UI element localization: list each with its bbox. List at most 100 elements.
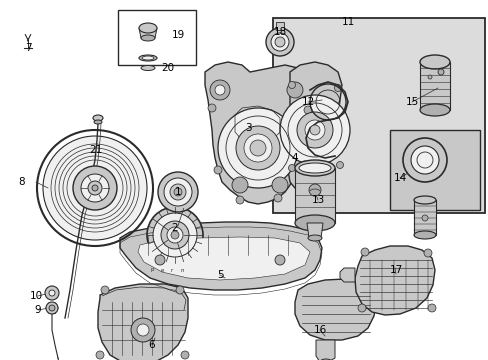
Text: 19: 19: [171, 30, 184, 40]
Text: p: p: [150, 267, 153, 273]
Text: 3: 3: [244, 123, 251, 133]
Ellipse shape: [419, 55, 449, 69]
Circle shape: [155, 255, 164, 265]
Text: 1: 1: [174, 187, 181, 197]
Ellipse shape: [294, 215, 334, 231]
Circle shape: [209, 80, 229, 100]
Text: 7: 7: [24, 43, 31, 53]
Circle shape: [427, 304, 435, 312]
Circle shape: [215, 85, 224, 95]
Circle shape: [236, 196, 244, 204]
Circle shape: [236, 126, 280, 170]
Polygon shape: [354, 246, 434, 315]
Polygon shape: [139, 28, 157, 38]
Circle shape: [207, 104, 216, 112]
Text: r: r: [170, 267, 173, 273]
Circle shape: [153, 213, 197, 257]
Circle shape: [43, 136, 147, 240]
Ellipse shape: [319, 359, 331, 360]
Polygon shape: [306, 223, 323, 238]
Ellipse shape: [419, 104, 449, 116]
Ellipse shape: [141, 66, 155, 71]
Text: 13: 13: [311, 195, 324, 205]
Circle shape: [137, 324, 149, 336]
Circle shape: [274, 37, 285, 47]
Circle shape: [308, 184, 320, 196]
Circle shape: [421, 215, 427, 221]
Text: 6: 6: [148, 340, 155, 350]
Text: 14: 14: [392, 173, 406, 183]
Ellipse shape: [294, 160, 334, 176]
Circle shape: [360, 248, 368, 256]
Text: 2: 2: [171, 223, 178, 233]
Circle shape: [280, 95, 349, 165]
Ellipse shape: [413, 231, 435, 239]
Ellipse shape: [142, 56, 154, 60]
Circle shape: [176, 286, 183, 294]
Ellipse shape: [93, 115, 103, 121]
Circle shape: [437, 69, 443, 75]
Circle shape: [271, 177, 287, 193]
Text: n: n: [180, 267, 183, 273]
Circle shape: [427, 75, 431, 79]
Circle shape: [274, 255, 285, 265]
Circle shape: [296, 112, 332, 148]
Polygon shape: [339, 268, 354, 282]
Polygon shape: [294, 168, 334, 223]
Text: e: e: [160, 267, 163, 273]
Circle shape: [357, 304, 365, 312]
Circle shape: [161, 221, 189, 249]
Text: 9: 9: [35, 305, 41, 315]
Circle shape: [218, 108, 297, 188]
Ellipse shape: [86, 170, 94, 175]
Text: 5: 5: [216, 270, 223, 280]
Circle shape: [334, 85, 341, 91]
Circle shape: [244, 134, 271, 162]
Text: 20: 20: [161, 63, 174, 73]
Circle shape: [304, 106, 311, 114]
Circle shape: [423, 249, 431, 257]
Circle shape: [270, 33, 288, 51]
Text: 12: 12: [301, 97, 314, 107]
Bar: [275, 22, 284, 30]
Circle shape: [167, 227, 183, 243]
Text: 11: 11: [341, 17, 354, 27]
Circle shape: [265, 28, 293, 56]
Polygon shape: [204, 62, 311, 204]
Circle shape: [181, 351, 189, 359]
Ellipse shape: [139, 55, 157, 61]
Circle shape: [288, 81, 295, 89]
Text: 17: 17: [388, 265, 402, 275]
Circle shape: [45, 286, 59, 300]
Text: 21: 21: [89, 145, 102, 155]
Polygon shape: [413, 200, 435, 235]
Circle shape: [171, 231, 179, 239]
Circle shape: [170, 184, 185, 200]
Text: 16: 16: [313, 325, 326, 335]
Circle shape: [286, 82, 303, 98]
Polygon shape: [138, 237, 309, 280]
Circle shape: [158, 172, 198, 212]
Circle shape: [249, 140, 265, 156]
Ellipse shape: [139, 23, 157, 33]
Bar: [118, 10, 196, 65]
Circle shape: [410, 146, 438, 174]
Bar: [272, 18, 484, 213]
Polygon shape: [287, 62, 341, 190]
Text: 15: 15: [405, 97, 418, 107]
Circle shape: [214, 166, 222, 174]
Bar: [389, 130, 479, 210]
Polygon shape: [98, 284, 187, 360]
Circle shape: [88, 181, 102, 195]
Text: 4: 4: [291, 153, 298, 163]
Text: 8: 8: [19, 177, 25, 187]
Ellipse shape: [298, 163, 330, 173]
Text: 10: 10: [29, 291, 42, 301]
Circle shape: [46, 302, 58, 314]
Polygon shape: [315, 340, 334, 360]
Circle shape: [231, 177, 247, 193]
Text: 18: 18: [273, 27, 286, 37]
Circle shape: [92, 185, 98, 191]
Circle shape: [336, 162, 343, 168]
Circle shape: [147, 207, 203, 263]
